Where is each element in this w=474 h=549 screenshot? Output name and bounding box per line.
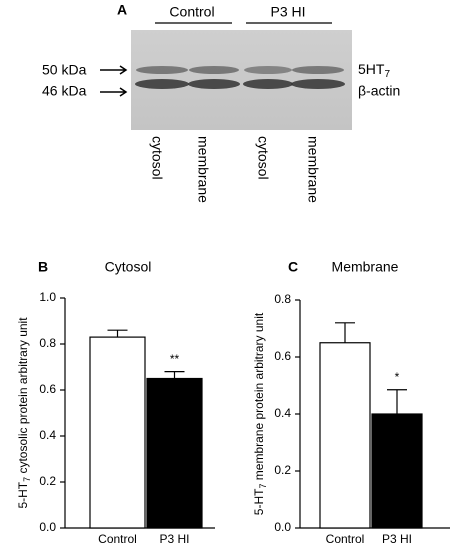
x-tick-label: Control bbox=[326, 532, 365, 546]
bar bbox=[371, 413, 423, 529]
arrows bbox=[100, 65, 128, 97]
x-tick-label: Control bbox=[98, 532, 137, 546]
panel-label: C bbox=[288, 259, 298, 275]
panel-label: A bbox=[117, 2, 127, 18]
bar bbox=[319, 342, 371, 529]
y-tick-label: 0.0 bbox=[39, 520, 56, 534]
lane-label: cytosol bbox=[149, 136, 165, 180]
y-label-sub: 7 bbox=[22, 477, 32, 482]
y-tick-label: 0.8 bbox=[39, 336, 56, 350]
marker-label: 50 kDa bbox=[42, 62, 87, 78]
group-label: Control bbox=[169, 4, 214, 20]
chart-title: Cytosol bbox=[105, 259, 152, 275]
y-tick-label: 1.0 bbox=[39, 290, 56, 304]
y-tick-label: 0.6 bbox=[39, 382, 56, 396]
blot-bands bbox=[135, 66, 345, 89]
marker-label: 46 kDa bbox=[42, 83, 87, 99]
band-label: β-actin bbox=[358, 83, 400, 99]
x-tick-label: P3 HI bbox=[382, 532, 412, 546]
bar bbox=[146, 377, 203, 529]
x-tick-label: P3 HI bbox=[159, 532, 189, 546]
lane-label: membrane bbox=[195, 136, 211, 203]
group-label: P3 HI bbox=[270, 4, 305, 20]
chart-title: Membrane bbox=[332, 259, 399, 275]
band-sub: 7 bbox=[384, 69, 390, 80]
y-label-prefix: 5-HT bbox=[16, 481, 30, 508]
y-axis-label: 5-HT7 membrane protein arbitrary unit bbox=[252, 312, 268, 515]
lane-label: cytosol bbox=[255, 136, 271, 180]
panel-label: B bbox=[38, 259, 48, 275]
y-label-rest: cytosolic protein arbitrary unit bbox=[16, 317, 30, 477]
band-label: 5HT7 bbox=[358, 61, 390, 80]
y-tick-label: 0.0 bbox=[274, 520, 291, 534]
bar bbox=[89, 336, 146, 529]
y-tick-label: 0.8 bbox=[274, 292, 291, 306]
lane-label: membrane bbox=[305, 136, 321, 203]
significance: ** bbox=[170, 352, 180, 366]
band-name: 5HT bbox=[358, 61, 385, 77]
y-tick-label: 0.2 bbox=[274, 463, 291, 477]
significance: * bbox=[395, 370, 400, 384]
y-tick-label: 0.4 bbox=[39, 428, 56, 442]
y-tick-label: 0.6 bbox=[274, 349, 291, 363]
y-label-prefix: 5-HT bbox=[252, 488, 266, 515]
y-tick-label: 0.2 bbox=[39, 474, 56, 488]
y-label-sub: 7 bbox=[258, 484, 268, 489]
y-tick-label: 0.4 bbox=[274, 406, 291, 420]
y-axis-label: 5-HT7 cytosolic protein arbitrary unit bbox=[16, 317, 32, 509]
y-label-rest: membrane protein arbitrary unit bbox=[252, 312, 266, 483]
